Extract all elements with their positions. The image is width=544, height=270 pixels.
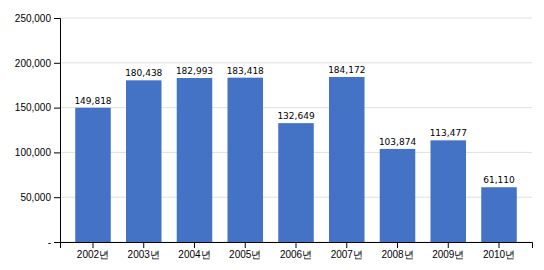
x-tick-mark	[346, 242, 347, 248]
x-tick: 2010년	[483, 242, 515, 260]
data-label: 103,874	[379, 137, 416, 147]
chart: - 50,000 100,000 150,000 200,000 250,000 2002년…	[0, 0, 544, 270]
y-tick-mark	[54, 152, 60, 153]
y-axis-line	[54, 19, 61, 243]
x-tick-label: 2002년	[77, 249, 109, 260]
x-tick-label: 2006년	[280, 249, 312, 260]
grid-line	[60, 18, 532, 19]
data-label: 113,477	[430, 128, 467, 138]
bar	[329, 77, 365, 242]
y-tick-label: 100,000	[15, 147, 52, 158]
plot: - 50,000 100,000 150,000 200,000 250,000 2002년…	[15, 13, 533, 260]
y-tick: 50,000	[20, 192, 60, 203]
x-tick-mark	[92, 242, 93, 248]
x-tick-label: 2007년	[331, 249, 363, 260]
y-axis: - 50,000 100,000 150,000 200,000 250,000	[15, 13, 61, 248]
y-tick-label: 250,000	[15, 13, 52, 24]
y-tick-label: 200,000	[15, 58, 52, 69]
x-tick-label: 2008년	[381, 249, 413, 260]
y-tick-mark	[54, 242, 60, 243]
x-tick-label: 2005년	[229, 249, 261, 260]
x-axis-line	[61, 243, 533, 249]
data-label: 61,110	[483, 175, 515, 185]
y-tick: 200,000	[15, 58, 60, 69]
x-tick-mark	[448, 242, 449, 248]
x-tick: 2007년	[331, 242, 363, 260]
x-tick-mark	[499, 242, 500, 248]
bars	[75, 77, 517, 242]
bar	[126, 80, 162, 242]
x-axis: 2002년 2003년 2004년 2005년 2006년 2007년 2008년 2009년…	[61, 242, 533, 260]
grid	[60, 18, 532, 242]
y-tick: 250,000	[15, 13, 60, 24]
bar	[75, 108, 111, 242]
x-tick: 2005년	[229, 242, 261, 260]
bar	[430, 140, 466, 242]
y-tick-label: 50,000	[20, 192, 51, 203]
data-label: 180,438	[125, 68, 162, 78]
data-label: 132,649	[277, 111, 314, 121]
x-tick: 2009년	[432, 242, 464, 260]
x-tick-label: 2009년	[432, 249, 464, 260]
y-tick: 150,000	[15, 102, 60, 113]
x-tick: 2004년	[178, 242, 210, 260]
x-tick-mark	[296, 242, 297, 248]
x-tick: 2008년	[381, 242, 413, 260]
x-tick-label: 2003년	[128, 249, 160, 260]
y-tick-label: 150,000	[15, 102, 52, 113]
y-tick-mark	[54, 197, 60, 198]
bar	[481, 187, 517, 242]
y-tick: 100,000	[15, 147, 60, 158]
x-tick-mark	[143, 242, 144, 248]
x-tick: 2006년	[280, 242, 312, 260]
x-tick-mark	[397, 242, 398, 248]
bar	[380, 149, 416, 242]
grid-line	[60, 62, 532, 63]
bar	[278, 123, 314, 242]
y-tick: -	[48, 237, 60, 248]
y-tick-mark	[54, 18, 60, 19]
x-tick-mark	[245, 242, 246, 248]
data-labels: 149,818 180,438 182,993 183,418 132,649 184,1…	[74, 65, 515, 185]
y-tick-mark	[54, 108, 60, 109]
data-label: 183,418	[227, 66, 264, 76]
y-tick-mark	[54, 63, 60, 64]
bar	[177, 78, 213, 242]
x-tick: 2002년	[77, 242, 109, 260]
x-tick: 2003년	[128, 242, 160, 260]
data-label: 182,993	[176, 66, 213, 76]
x-tick-label: 2004년	[178, 249, 210, 260]
data-label: 149,818	[74, 96, 111, 106]
bar	[227, 78, 263, 242]
y-tick-label: -	[48, 237, 51, 248]
x-tick-mark	[194, 242, 195, 248]
data-label: 184,172	[328, 65, 365, 75]
x-tick-label: 2010년	[483, 249, 515, 260]
